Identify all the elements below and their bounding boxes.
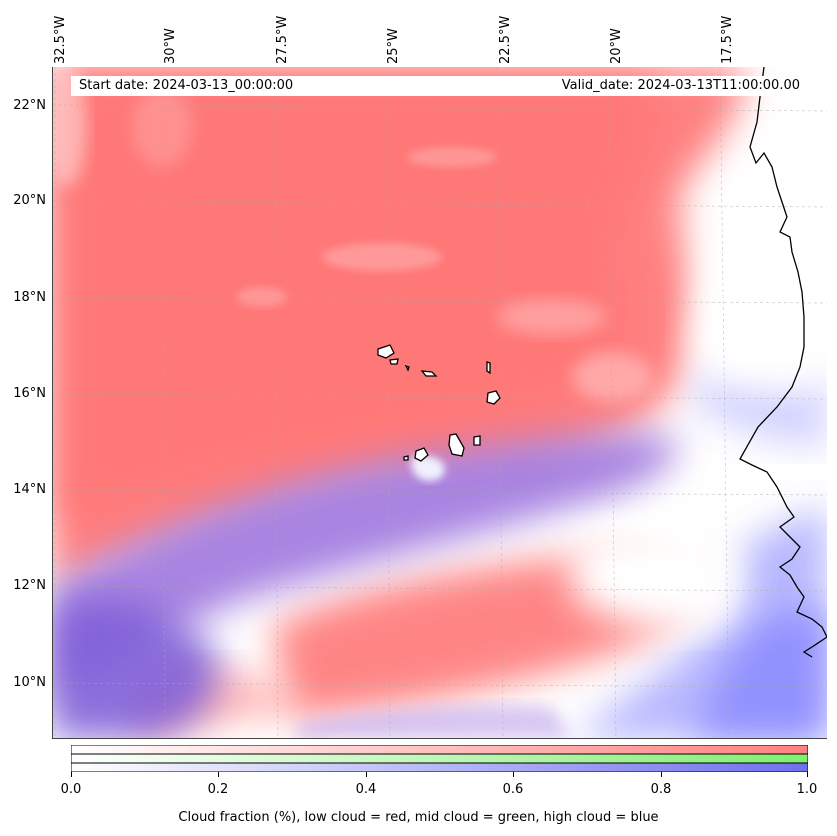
cb-tick-label: 1.0 — [796, 782, 818, 797]
cloud-fraction-map[interactable]: Start date: 2024-03-13_00:00:00 Valid_da… — [52, 67, 827, 739]
valid-date-label: Valid_date: 2024-03-13T11:00:00.00 — [561, 78, 800, 93]
colorbar-mid-cloud — [71, 753, 808, 764]
lat-label-22n: 22°N — [13, 98, 46, 113]
cb-tickmark — [513, 772, 514, 777]
cb-tickmark — [218, 772, 219, 777]
low-cloud-field — [52, 67, 744, 739]
lat-label-14n: 14°N — [13, 482, 46, 497]
lat-label-16n: 16°N — [13, 386, 46, 401]
lon-label-25w: 25°W — [386, 28, 401, 64]
lat-label-20n: 20°N — [13, 193, 46, 208]
date-info-bar: Start date: 2024-03-13_00:00:00 Valid_da… — [71, 76, 808, 96]
clear-sky-patches — [411, 187, 827, 631]
cb-tick-label: 0.8 — [650, 782, 672, 797]
lon-label-17-5w: 17.5°W — [720, 15, 735, 64]
african-coastline — [739, 67, 827, 658]
low-cloud-texture — [52, 67, 652, 402]
map-canvas — [52, 67, 827, 739]
cb-tick-label: 0.2 — [207, 782, 229, 797]
colorbar-title: Cloud fraction (%), low cloud = red, mid… — [178, 810, 659, 825]
lon-label-30w: 30°W — [163, 28, 178, 64]
colorbar-high-cloud — [71, 762, 808, 772]
cb-tickmark — [366, 772, 367, 777]
graticule — [52, 67, 827, 739]
lon-label-32-5w: 32.5°W — [53, 15, 68, 64]
lon-label-27-5w: 27.5°W — [275, 15, 290, 64]
cape-verde-islands — [377, 344, 501, 462]
start-date-label: Start date: 2024-03-13_00:00:00 — [79, 78, 294, 93]
lat-label-10n: 10°N — [13, 675, 46, 690]
lat-label-18n: 18°N — [13, 290, 46, 305]
cb-tickmark — [661, 772, 662, 777]
colorbar-low-cloud — [71, 745, 808, 755]
high-cloud-field — [52, 363, 827, 739]
lat-label-12n: 12°N — [13, 578, 46, 593]
cb-tick-label: 0.6 — [502, 782, 524, 797]
cb-tick-label: 0.0 — [60, 782, 82, 797]
cb-tickmark — [807, 772, 808, 777]
colorbar — [71, 745, 808, 772]
cb-tickmark — [71, 772, 72, 777]
cb-tick-label: 0.4 — [355, 782, 377, 797]
lon-label-20w: 20°W — [609, 28, 624, 64]
lon-label-22-5w: 22.5°W — [498, 15, 513, 64]
